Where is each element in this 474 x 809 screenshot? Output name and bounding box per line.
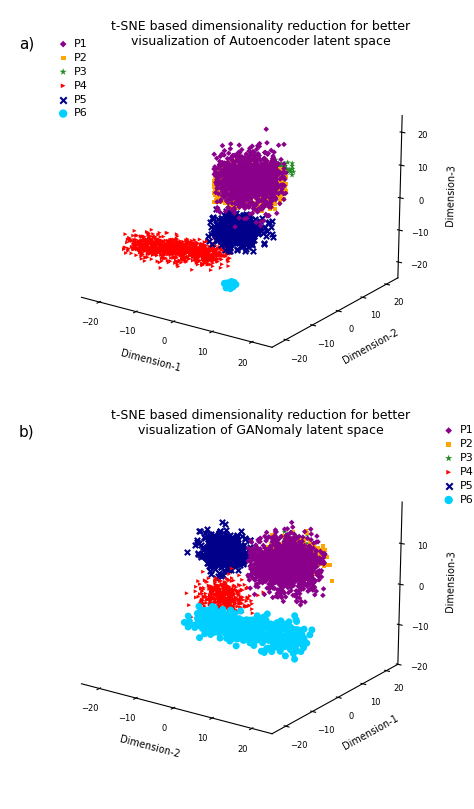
Y-axis label: Dimension-1: Dimension-1: [341, 714, 400, 752]
X-axis label: Dimension-1: Dimension-1: [119, 348, 182, 374]
Text: a): a): [19, 36, 34, 52]
Legend: P1, P2, P3, P4, P5, P6: P1, P2, P3, P4, P5, P6: [56, 38, 89, 120]
Legend: P1, P2, P3, P4, P5, P6: P1, P2, P3, P4, P5, P6: [442, 425, 474, 506]
Text: t-SNE based dimensionality reduction for better
visualization of GANomaly latent: t-SNE based dimensionality reduction for…: [111, 409, 410, 437]
X-axis label: Dimension-2: Dimension-2: [119, 735, 182, 760]
Y-axis label: Dimension-2: Dimension-2: [341, 327, 400, 366]
Text: t-SNE based dimensionality reduction for better
visualization of Autoencoder lat: t-SNE based dimensionality reduction for…: [111, 20, 410, 49]
Text: b): b): [19, 425, 35, 440]
